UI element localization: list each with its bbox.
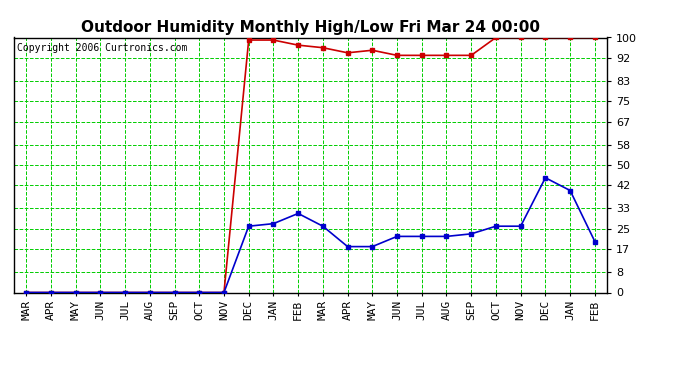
- Text: Copyright 2006 Curtronics.com: Copyright 2006 Curtronics.com: [17, 43, 187, 52]
- Title: Outdoor Humidity Monthly High/Low Fri Mar 24 00:00: Outdoor Humidity Monthly High/Low Fri Ma…: [81, 20, 540, 35]
